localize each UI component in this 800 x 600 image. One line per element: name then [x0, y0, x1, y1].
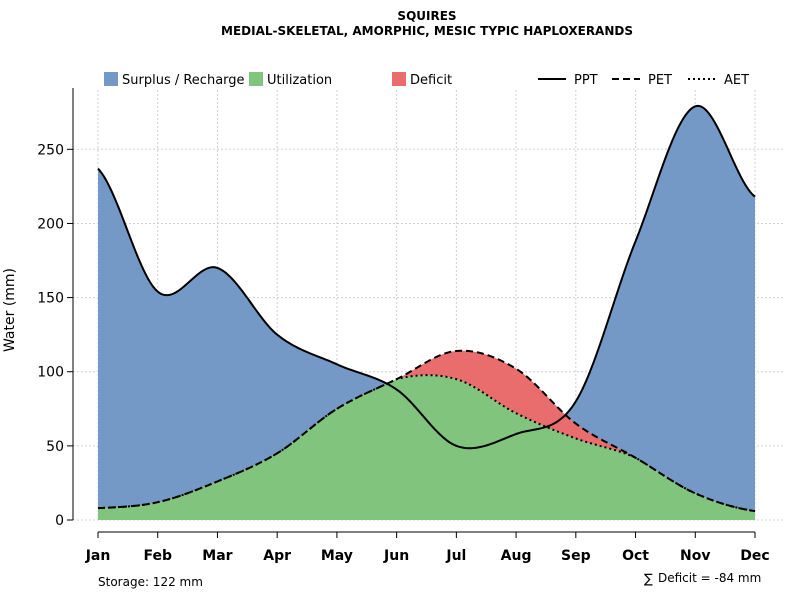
- x-tick-label: Aug: [501, 548, 532, 564]
- x-tick-label: Nov: [680, 548, 710, 564]
- legend-swatch-utilization: [249, 72, 263, 86]
- legend: Surplus / Recharge Utilization Deficit P…: [104, 72, 749, 88]
- series-line-aet: [97, 374, 756, 513]
- area-layer: [98, 105, 755, 521]
- series-line-pet: [97, 349, 756, 513]
- y-tick-label: 50: [46, 439, 64, 455]
- y-tick-label: 200: [37, 216, 64, 232]
- area-surplus-recharge: [98, 105, 755, 521]
- legend-swatch-surplus: [104, 72, 118, 86]
- axes: 0 50 100 150 200 250 Jan Feb Mar Apr May Jun Jul Aug S…: [37, 88, 770, 564]
- series-line-ppt: [97, 104, 756, 450]
- legend-label-ppt: PPT: [574, 73, 598, 88]
- y-tick-label: 250: [37, 142, 64, 158]
- deficit-sum-symbol: ∑: [644, 572, 653, 587]
- y-tick-label: 0: [55, 513, 64, 529]
- x-tick-label: Jul: [445, 548, 466, 564]
- deficit-annotation: Deficit = -84 mm: [658, 571, 761, 585]
- chart-subtitle: MEDIAL-SKELETAL, AMORPHIC, MESIC TYPIC H…: [221, 24, 633, 38]
- chart-title: SQUIRES: [397, 9, 456, 23]
- x-tick-label: Dec: [740, 548, 769, 564]
- x-tick-label: Feb: [143, 548, 172, 564]
- series-lines: [97, 104, 756, 513]
- y-tick-label: 150: [37, 291, 64, 307]
- legend-swatch-deficit: [392, 72, 406, 86]
- area-utilization: [98, 375, 755, 520]
- y-tick-label: 100: [37, 365, 64, 381]
- legend-label-surplus: Surplus / Recharge: [122, 73, 245, 88]
- legend-label-deficit: Deficit: [410, 73, 452, 88]
- x-tick-label: Sep: [561, 548, 591, 564]
- y-axis-label: Water (mm): [2, 268, 18, 352]
- x-tick-label: Oct: [622, 548, 649, 564]
- x-tick-label: May: [321, 548, 353, 564]
- x-tick-label: Apr: [263, 548, 291, 564]
- legend-label-pet: PET: [648, 73, 672, 88]
- x-tick-label: Jan: [85, 548, 111, 564]
- x-tick-label: Mar: [202, 548, 232, 564]
- x-tick-label: Jun: [383, 548, 409, 564]
- legend-label-utilization: Utilization: [267, 73, 332, 88]
- storage-annotation: Storage: 122 mm: [98, 575, 203, 589]
- legend-label-aet: AET: [724, 73, 749, 88]
